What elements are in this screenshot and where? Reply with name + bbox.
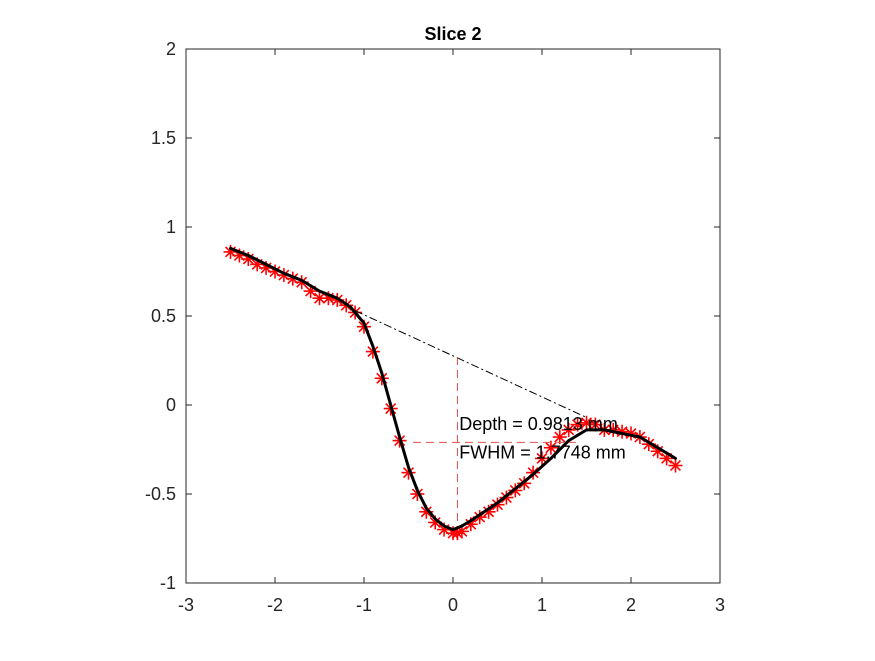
- asterisk-stroke: [616, 426, 628, 438]
- asterisk-stroke: [367, 346, 379, 358]
- x-tick-label: 1: [537, 595, 547, 615]
- asterisk-stroke: [465, 518, 477, 530]
- x-tick-label: 2: [626, 595, 636, 615]
- x-tick-label: -3: [178, 595, 194, 615]
- asterisk-stroke: [580, 417, 593, 429]
- y-tick-label: -1: [160, 573, 176, 593]
- y-tick-label: -0.5: [145, 484, 176, 504]
- asterisk-stroke: [563, 424, 575, 436]
- y-tick-label: 0.5: [151, 306, 176, 326]
- y-tick-label: 1.5: [151, 128, 176, 148]
- asterisk-stroke: [313, 292, 326, 304]
- x-tick-label: 0: [448, 595, 458, 615]
- asterisk-stroke: [625, 427, 637, 439]
- y-tick-label: 1: [166, 217, 176, 237]
- data-point: [543, 440, 558, 455]
- fit-line: [229, 246, 677, 532]
- chart-title: Slice 2: [424, 24, 481, 44]
- asterisk-stroke: [402, 467, 415, 479]
- asterisk-stroke: [287, 273, 299, 285]
- y-tick-label: 0: [166, 395, 176, 415]
- asterisk-stroke: [278, 269, 290, 281]
- annotation-text: Depth = 0.9813 mm: [459, 414, 618, 434]
- annotation-labels: Depth = 0.9813 mm FWHM = 1.7748 mm: [459, 414, 626, 462]
- asterisk-stroke: [536, 452, 548, 464]
- asterisk-stroke: [669, 460, 682, 472]
- asterisk-stroke: [296, 276, 308, 288]
- x-tick-label: -2: [267, 595, 283, 615]
- asterisk-stroke: [456, 525, 468, 537]
- asterisk-stroke: [643, 438, 655, 450]
- asterisk-stroke: [420, 506, 432, 518]
- x-tick-label: -1: [356, 595, 372, 615]
- data-point: [641, 437, 656, 452]
- data-point: [561, 422, 576, 437]
- y-tick-label: 2: [166, 39, 176, 59]
- annotation-text: FWHM = 1.7748 mm: [459, 442, 626, 462]
- data-point: [552, 430, 567, 445]
- asterisk-stroke: [269, 265, 281, 278]
- overlay-lines: [229, 246, 677, 532]
- x-tick-label: 3: [715, 595, 725, 615]
- asterisk-stroke: [411, 488, 423, 500]
- data-point: [570, 417, 585, 432]
- asterisk-stroke: [572, 419, 584, 431]
- plot-background: [186, 49, 720, 583]
- data-point: [579, 415, 594, 430]
- asterisk-stroke: [429, 516, 441, 528]
- data-point: [668, 458, 683, 473]
- asterisk-stroke: [545, 442, 557, 454]
- chord-line: [354, 310, 587, 418]
- axis-ticks: -3 -2 -1 0 1 2 3 -1 -0.5 0 0.5 1 1.5 2: [145, 39, 725, 615]
- asterisk-stroke: [483, 506, 495, 518]
- asterisk-stroke: [589, 419, 601, 431]
- asterisk-stroke: [554, 431, 566, 443]
- asterisk-stroke: [607, 424, 619, 436]
